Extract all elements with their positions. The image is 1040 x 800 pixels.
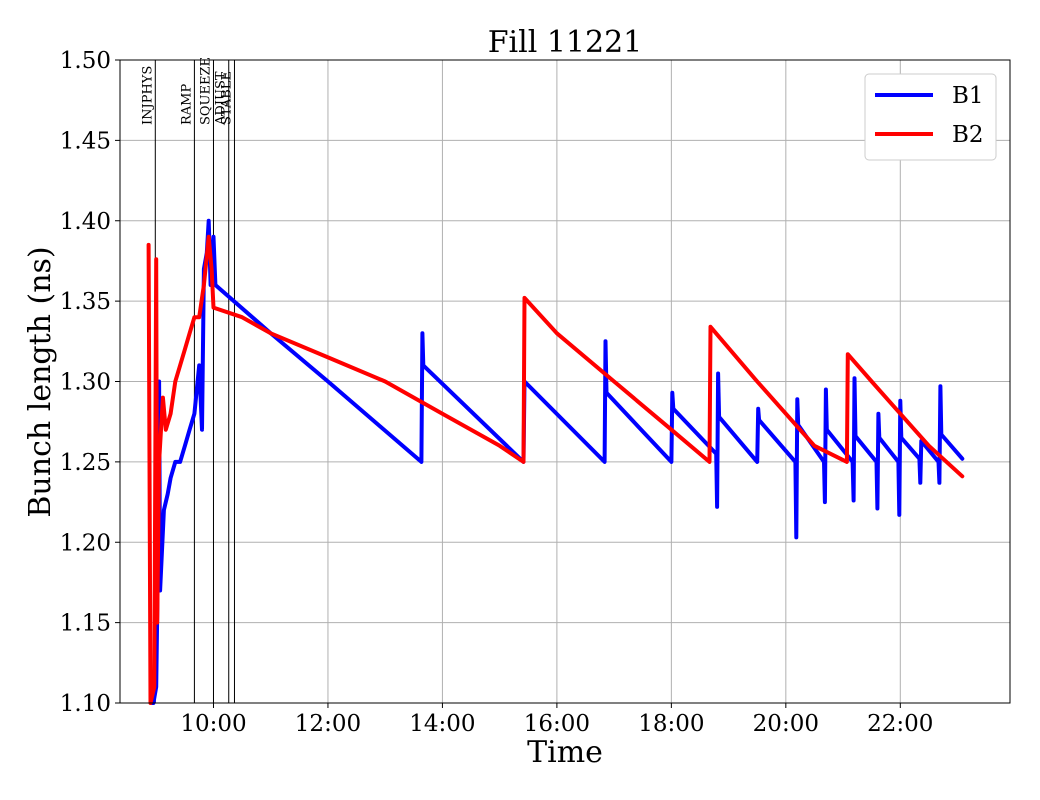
phase-marker-label: INJPHYS	[140, 66, 155, 125]
x-tick-label: 14:00	[409, 711, 475, 737]
y-tick-label: 1.25	[60, 450, 111, 476]
x-tick-label: 20:00	[753, 711, 819, 737]
legend: B1 B2	[864, 73, 997, 161]
chart-title: Fill 11221	[488, 25, 643, 60]
phase-marker-label: STABLE	[219, 71, 234, 125]
y-tick-label: 1.20	[60, 530, 111, 556]
x-axis-ticks: 10:00 12:00 14:00 16:00 18:00 20:00 22:00	[180, 703, 933, 737]
phase-marker-label: SQUEEZE	[198, 57, 213, 125]
y-tick-label: 1.10	[60, 691, 111, 717]
y-tick-label: 1.35	[60, 289, 111, 315]
x-tick-label: 16:00	[524, 711, 590, 737]
x-tick-label: 12:00	[295, 711, 361, 737]
series-lines	[146, 218, 965, 705]
phase-marker-label: ADJUST	[214, 71, 229, 126]
grid	[120, 59, 1010, 704]
y-tick-label: 1.45	[60, 128, 111, 154]
legend-label-b1: B1	[952, 83, 984, 109]
series-line-b1	[149, 218, 965, 705]
series-line-b2	[146, 234, 965, 705]
phase-marker-label: RAMP	[179, 84, 194, 125]
legend-label-b2: B2	[952, 122, 984, 148]
y-tick-label: 1.30	[60, 370, 111, 396]
x-tick-label: 18:00	[638, 711, 704, 737]
x-tick-label: 22:00	[867, 711, 933, 737]
y-axis-title: Bunch length (ns)	[23, 246, 58, 517]
y-axis-ticks: 1.10 1.15 1.20 1.25 1.30 1.35 1.40 1.45 1.50	[60, 48, 120, 717]
y-tick-label: 1.15	[60, 611, 111, 637]
x-axis-title: Time	[527, 735, 603, 770]
x-tick-label: 10:00	[180, 711, 246, 737]
y-tick-label: 1.50	[60, 48, 111, 74]
y-tick-label: 1.40	[60, 209, 111, 235]
